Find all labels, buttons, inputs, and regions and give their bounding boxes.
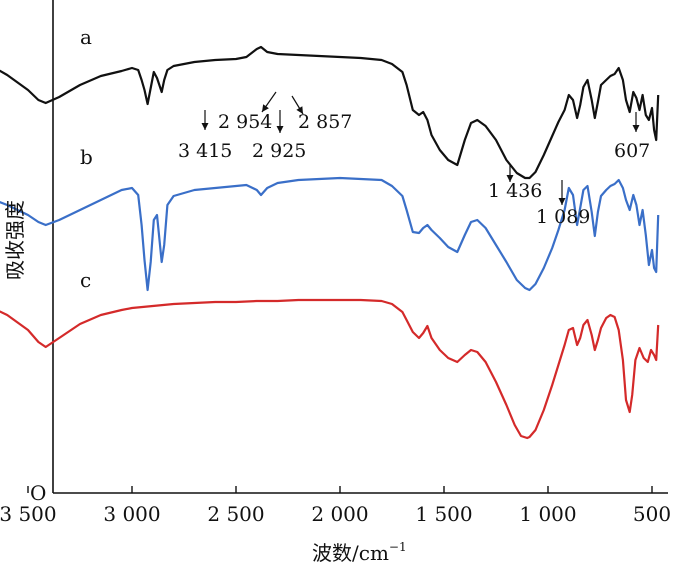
peak-arrow-head [506, 175, 514, 182]
y-axis-label: 吸收强度 [3, 200, 27, 280]
peak-label: 607 [614, 140, 650, 162]
peak-annotations: 3 415 2 954 2 925 2 857 1 436 1 089 607 [178, 91, 650, 228]
x-axis-label-sup: −1 [389, 540, 407, 554]
peak-label: 2 857 [298, 111, 352, 133]
x-tick-label: 3 500 [0, 502, 57, 526]
peak-arrow-head [632, 125, 640, 132]
x-axis-label: 波数/cm−1 [312, 540, 407, 565]
series-label-b: b [80, 145, 93, 169]
series-line-b [0, 176, 660, 292]
peak-arrow-head [296, 106, 303, 114]
series-label-a: a [80, 25, 92, 49]
x-tick-label: 1 500 [415, 502, 472, 526]
series-line-c [0, 298, 660, 440]
peak-label: 2 954 [218, 111, 272, 133]
peak-arrow-head [201, 123, 209, 130]
series-label-c: c [80, 268, 91, 292]
x-tick-label: 500 [633, 502, 671, 526]
series-group [0, 45, 660, 440]
peak-arrow-head [558, 198, 566, 205]
x-axis-label-main: 波数/cm [312, 541, 389, 565]
x-tick-label: 1 000 [519, 502, 576, 526]
peak-label: 3 415 [178, 140, 232, 162]
origin-label: O [30, 481, 46, 505]
x-tick-label: 2 000 [311, 502, 368, 526]
series-line-a [0, 45, 660, 180]
x-tick-label: 3 000 [103, 502, 160, 526]
series-labels: a b c [80, 25, 93, 292]
peak-label: 2 925 [252, 140, 306, 162]
peak-arrow-head [276, 126, 284, 133]
peak-label: 1 089 [536, 206, 590, 228]
x-tick-label: 2 500 [207, 502, 264, 526]
peak-arrow-head [262, 104, 269, 112]
peak-label: 1 436 [488, 180, 542, 202]
